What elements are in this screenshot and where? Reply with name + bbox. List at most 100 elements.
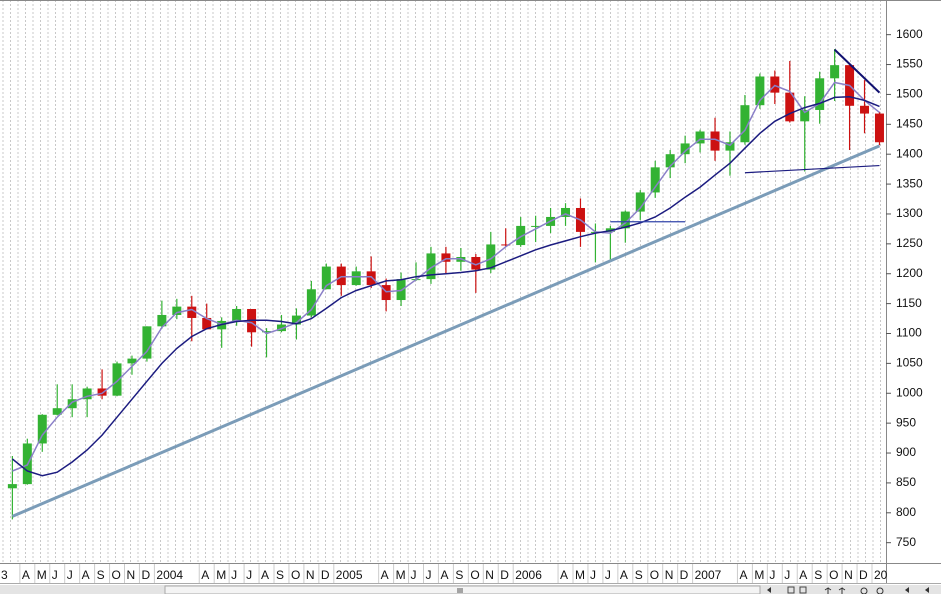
- x-tick-label: O: [470, 568, 479, 582]
- x-tick-label: N: [485, 568, 494, 582]
- candle-body: [52, 408, 62, 415]
- y-tick-label: 1150: [896, 296, 922, 310]
- y-tick-label: 750: [896, 535, 916, 549]
- x-tick-label: O: [291, 568, 300, 582]
- candle-body: [336, 266, 346, 286]
- y-tick-label: 850: [896, 475, 916, 489]
- candle-body: [860, 105, 870, 114]
- x-tick-label: D: [680, 568, 689, 582]
- y-tick-label: 1000: [896, 385, 923, 399]
- candle-body: [157, 314, 167, 327]
- candle-body: [620, 211, 630, 229]
- candle-body: [755, 76, 765, 106]
- candle-body: [665, 154, 675, 168]
- trendline: [11, 144, 881, 518]
- x-tick-label: A: [739, 568, 747, 582]
- y-tick-label: 900: [896, 445, 916, 459]
- moving-average: [12, 81, 880, 472]
- x-tick-label: S: [455, 568, 463, 582]
- y-tick-label: 1100: [896, 326, 922, 340]
- x-tick-label: D: [321, 568, 330, 582]
- candle-body: [396, 279, 406, 301]
- x-tick-label: O: [829, 568, 838, 582]
- x-tick-label: J: [590, 568, 596, 582]
- candle-body: [680, 143, 690, 155]
- x-tick-label: J: [231, 568, 237, 582]
- candle-body: [650, 167, 660, 193]
- candle-body: [351, 271, 361, 286]
- y-tick-label: 1450: [896, 116, 923, 130]
- x-tick-label: 20: [874, 568, 888, 582]
- x-tick-label: N: [306, 568, 315, 582]
- y-tick-label: 950: [896, 415, 916, 429]
- candle-body: [97, 388, 107, 396]
- candle-body: [740, 105, 750, 143]
- x-tick-label: 2007: [695, 568, 722, 582]
- scrollbar[interactable]: [0, 585, 941, 594]
- x-tick-label: M: [37, 568, 47, 582]
- x-tick-label: J: [769, 568, 775, 582]
- candle-body: [695, 131, 705, 144]
- candle-body: [172, 306, 182, 315]
- x-tick-label: S: [635, 568, 643, 582]
- candle-body: [770, 76, 780, 93]
- candle-body: [486, 244, 496, 270]
- x-tick-label: M: [216, 568, 226, 582]
- x-tick-label: A: [201, 568, 209, 582]
- x-tick-label: J: [784, 568, 790, 582]
- y-tick-label: 1400: [896, 146, 923, 160]
- x-tick-label: D: [141, 568, 150, 582]
- candle-body: [800, 109, 810, 122]
- candle-body: [187, 306, 197, 318]
- y-tick-label: 1500: [896, 87, 923, 101]
- candle-body: [471, 256, 481, 270]
- candle-body: [785, 92, 795, 122]
- y-tick-label: 1300: [896, 206, 923, 220]
- y-tick-label: 1200: [896, 266, 923, 280]
- candle-body: [7, 484, 17, 489]
- candle-body: [381, 285, 391, 301]
- candle-body: [561, 207, 571, 217]
- y-tick-label: 1250: [896, 236, 923, 250]
- candle-body: [635, 192, 645, 212]
- x-tick-label: A: [22, 568, 30, 582]
- moving-average: [11, 96, 880, 477]
- candle-body: [516, 225, 526, 246]
- x-tick-label: S: [97, 568, 105, 582]
- candle-body: [67, 399, 77, 409]
- x-tick-label: J: [52, 568, 58, 582]
- x-tick-label: 2005: [336, 568, 363, 582]
- candle-body: [82, 388, 92, 400]
- x-tick-label: M: [754, 568, 764, 582]
- x-tick-label: A: [261, 568, 269, 582]
- x-tick-label: N: [127, 568, 136, 582]
- candle-body: [202, 317, 212, 330]
- x-tick-label: 2006: [515, 568, 542, 582]
- x-tick-label: A: [381, 568, 389, 582]
- x-tick-label: O: [650, 568, 659, 582]
- trendline: [833, 48, 881, 94]
- plot-background: [0, 0, 886, 563]
- x-tick-label: J: [411, 568, 417, 582]
- candle-body: [37, 414, 47, 444]
- x-tick-label: 2004: [156, 568, 183, 582]
- x-tick-label: D: [500, 568, 509, 582]
- x-tick-label: A: [799, 568, 807, 582]
- candle-body: [291, 315, 301, 325]
- candle-body: [710, 131, 720, 151]
- x-tick-label: M: [575, 568, 585, 582]
- x-tick-label: J: [426, 568, 432, 582]
- candle-body: [441, 253, 451, 262]
- y-tick-label: 800: [896, 505, 916, 519]
- x-tick-label: N: [844, 568, 853, 582]
- x-tick-label: A: [440, 568, 448, 582]
- candle-body: [366, 271, 376, 286]
- x-tick-label: S: [276, 568, 284, 582]
- candle-body: [725, 142, 735, 151]
- x-tick-label: O: [112, 568, 121, 582]
- candle-body: [262, 331, 272, 333]
- candle-body: [306, 289, 316, 316]
- y-tick-label: 1600: [896, 27, 923, 41]
- candle-body: [531, 225, 541, 227]
